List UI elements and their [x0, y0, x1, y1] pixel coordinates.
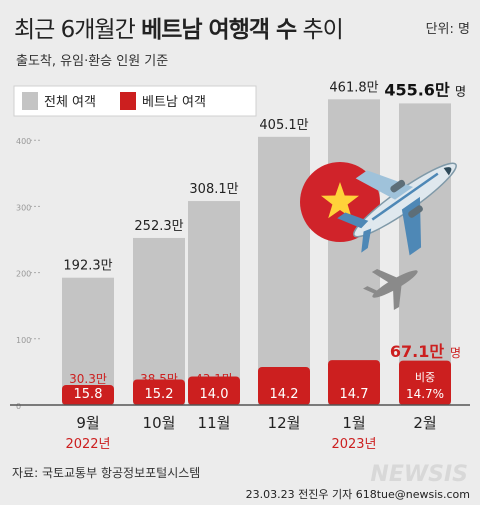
- total-bar: [258, 136, 310, 406]
- y-tick-label: 400: [16, 137, 31, 146]
- y-tick-label: 200: [16, 270, 31, 279]
- share-percent-label: 14.7: [340, 387, 369, 402]
- source-note: 자료: 국토교통부 항공정보포털시스템: [12, 466, 201, 480]
- page-title: 최근 6개월간 베트남 여행객 수 추이: [14, 10, 344, 44]
- vietnam-bar: [133, 379, 185, 405]
- vietnam-value-label: 67.1만: [390, 342, 444, 361]
- legend-label-vietnam: 베트남 여객: [142, 95, 206, 110]
- total-value-label: 461.8만: [329, 80, 378, 95]
- unit-label: 단위: 명: [425, 22, 470, 37]
- y-tick-label: 0: [16, 402, 21, 411]
- vietnam-bar: [328, 360, 380, 405]
- x-category-label: 10월: [143, 414, 176, 432]
- x-category-label: 2월: [413, 414, 436, 432]
- subtitle: 출도착, 유임·환승 인원 기준: [16, 54, 169, 69]
- x-category-label: 9월: [76, 414, 99, 432]
- title-prefix: 최근 6개월간: [14, 17, 142, 43]
- total-bar: [328, 99, 380, 406]
- airplane-icon: [337, 162, 457, 256]
- share-percent-label: 14.7%: [406, 387, 444, 401]
- vietnam-bar: [258, 367, 310, 405]
- legend-swatch-vietnam: [120, 92, 136, 110]
- total-bar: [133, 237, 185, 405]
- y-tick-label: 300: [16, 203, 31, 212]
- total-bar: [188, 201, 240, 405]
- x-category-label: 1월: [342, 414, 365, 432]
- y-tick-label: 100: [16, 336, 31, 345]
- total-value-unit: 명: [455, 84, 466, 98]
- total-value-label: 192.3만: [63, 259, 112, 274]
- title-suffix: 추이: [296, 17, 344, 43]
- share-percent-label: 15.8: [74, 387, 103, 402]
- credit-line: 23.03.23 전진우 기자 618tue@newsis.com: [245, 488, 470, 501]
- newsis-logo: NEWSIS: [370, 462, 468, 487]
- total-value-label: 252.3만: [134, 219, 183, 234]
- vietnam-value-unit: 명: [450, 346, 461, 360]
- share-percent-label: 15.2: [145, 387, 174, 402]
- share-prefix-label: 비중: [415, 371, 435, 384]
- year-label: 2023년: [331, 437, 376, 452]
- legend-swatch-total: [22, 92, 38, 110]
- share-percent-label: 14.0: [200, 387, 229, 402]
- total-value-label: 308.1만: [189, 182, 238, 197]
- airplane-shadow-icon: [363, 268, 418, 311]
- year-label: 2022년: [65, 437, 110, 452]
- total-bar: [62, 277, 114, 405]
- vietnam-value-label: 30.3만: [69, 372, 107, 386]
- flag-star-icon: [321, 182, 359, 219]
- title-emphasis: 베트남 여행객 수: [141, 17, 297, 43]
- total-value-label: 455.6만: [384, 80, 450, 99]
- x-category-label: 12월: [268, 414, 301, 432]
- vietnam-bar: [188, 376, 240, 405]
- share-percent-label: 14.2: [270, 387, 299, 402]
- vietnam-bar: [62, 384, 114, 405]
- legend-label-total: 전체 여객: [44, 95, 96, 110]
- total-value-label: 405.1만: [259, 118, 308, 133]
- total-bar: [399, 103, 451, 406]
- x-category-label: 11월: [198, 414, 231, 432]
- vietnam-bar: [399, 360, 451, 405]
